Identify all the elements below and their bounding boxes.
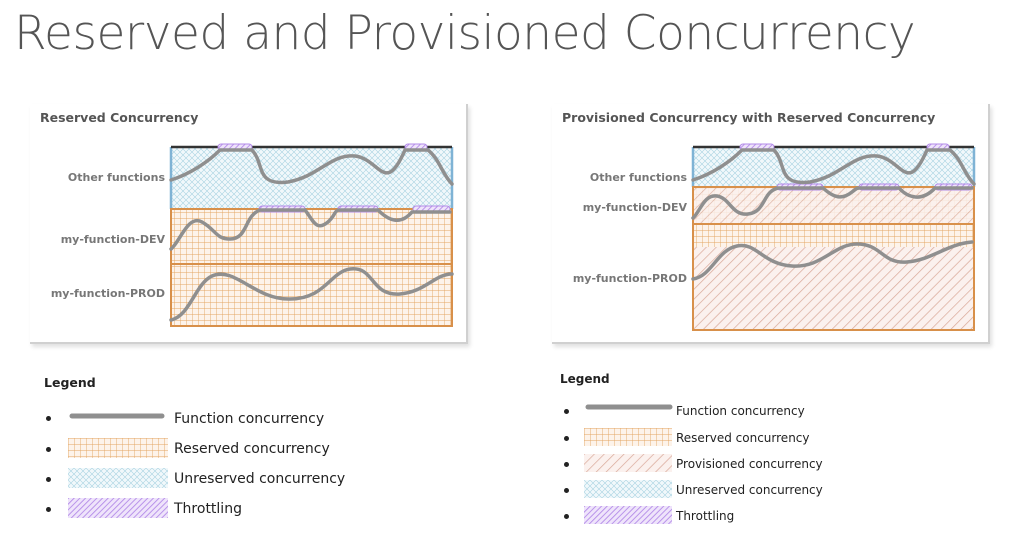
legend-label: Throttling <box>676 509 735 523</box>
legend-item-function-concurrency: Function concurrency <box>564 404 864 425</box>
slide-title: Reserved and Provisioned Concurrency <box>14 6 916 61</box>
bullet <box>564 488 569 493</box>
bullet <box>564 514 569 519</box>
legend-title: Legend <box>44 375 96 390</box>
function-concurrency-line <box>691 148 976 186</box>
legend-label: Unreserved concurrency <box>676 483 823 497</box>
unreserved-swatch <box>584 480 672 498</box>
bullet <box>46 507 51 512</box>
bullet <box>46 416 51 421</box>
function-line-swatch <box>69 413 165 419</box>
diagram-title: Provisioned Concurrency with Reserved Co… <box>562 110 936 125</box>
provisioned-concurrency-diagram: Provisioned Concurrency with Reserved Co… <box>552 104 990 344</box>
row-label-my-function-prod: my-function-PROD <box>572 272 687 285</box>
function-line-swatch <box>585 404 673 410</box>
function-concurrency-line <box>691 240 974 281</box>
legend-item-provisioned-concurrency: Provisioned concurrency <box>564 454 864 476</box>
unreserved-swatch <box>68 468 168 488</box>
legend-item-unreserved-concurrency: Unreserved concurrency <box>564 480 864 502</box>
function-concurrency-line <box>691 186 974 220</box>
legend-label: Provisioned concurrency <box>676 457 823 471</box>
provisioned-area-prod <box>694 247 973 329</box>
legend-label: Function concurrency <box>676 404 805 418</box>
row-label-other-functions: Other functions <box>589 171 687 184</box>
provisioned-swatch <box>584 454 672 472</box>
legend-label: Unreserved concurrency <box>174 471 346 487</box>
row-label-other-functions: Other functions <box>67 171 165 184</box>
legend-item-reserved-concurrency: Reserved concurrency <box>46 438 346 460</box>
legend-label: Reserved concurrency <box>174 441 330 457</box>
reserved-concurrency-chart <box>169 143 454 327</box>
function-concurrency-line <box>169 208 452 251</box>
legend-label: Function concurrency <box>174 411 325 427</box>
bullet <box>46 477 51 482</box>
provisioned-concurrency-chart <box>691 143 976 331</box>
legend-item-throttling: Throttling <box>46 498 346 520</box>
legend-item-reserved-concurrency: Reserved concurrency <box>564 428 864 450</box>
legend-title: Legend <box>560 372 610 386</box>
bullet <box>564 462 569 467</box>
row-label-my-function-dev: my-function-DEV <box>60 233 165 246</box>
legend-label: Reserved concurrency <box>676 431 810 445</box>
function-concurrency-line <box>169 267 454 322</box>
reserved-swatch <box>68 438 168 458</box>
bullet <box>46 447 51 452</box>
throttling-swatch <box>584 506 672 524</box>
legend-item-function-concurrency: Function concurrency <box>46 411 346 432</box>
legend-item-unreserved-concurrency: Unreserved concurrency <box>46 468 346 490</box>
unreserved-area <box>171 147 452 209</box>
bullet <box>564 436 569 441</box>
diagram-title: Reserved Concurrency <box>40 110 199 125</box>
row-label-my-function-prod: my-function-PROD <box>50 287 165 300</box>
legend-item-throttling: Throttling <box>564 506 864 528</box>
throttling-swatch <box>68 498 168 518</box>
bullet <box>564 409 569 414</box>
unreserved-area <box>693 147 974 187</box>
reserved-concurrency-diagram: Reserved Concurrency Other functions my-… <box>30 104 468 344</box>
legend-label: Throttling <box>174 501 242 517</box>
reserved-swatch <box>584 428 672 446</box>
row-label-my-function-dev: my-function-DEV <box>582 201 687 214</box>
function-concurrency-line <box>169 148 454 186</box>
